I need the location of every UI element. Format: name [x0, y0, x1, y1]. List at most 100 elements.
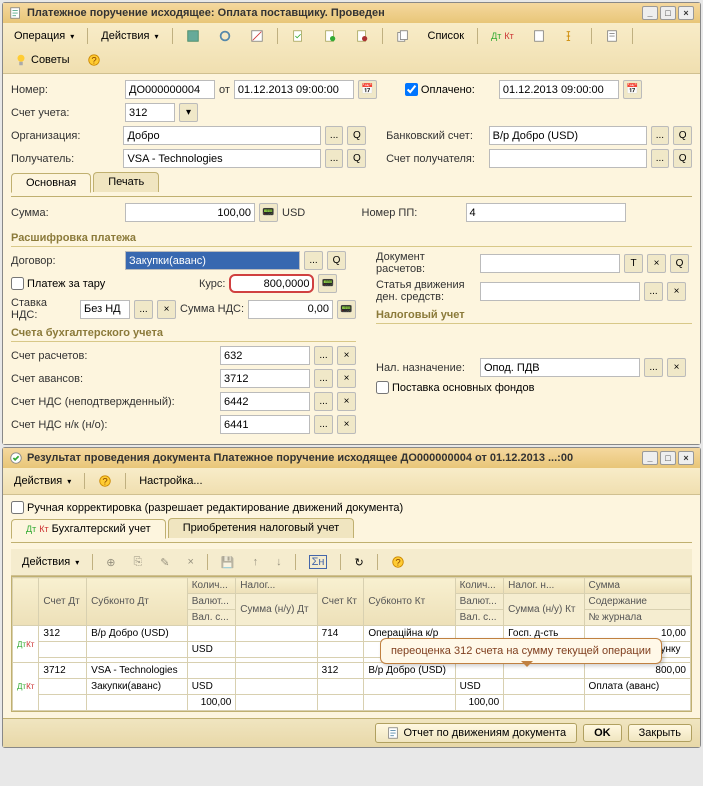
tax-purpose-clear-icon[interactable]: ×: [667, 358, 686, 377]
th-acc-dt[interactable]: Счет Дт: [39, 578, 87, 626]
rate-input[interactable]: 800,0000: [229, 274, 314, 293]
table-row[interactable]: 100,00 100,00: [13, 695, 691, 711]
th-journal[interactable]: № журнала: [584, 610, 690, 626]
help3-icon[interactable]: ?: [384, 552, 412, 572]
org-input[interactable]: Добро: [123, 126, 320, 145]
recip-sel-icon[interactable]: ...: [325, 149, 344, 168]
date1-input[interactable]: 01.12.2013 09:00:00: [234, 80, 354, 99]
copy-icon[interactable]: [389, 26, 417, 46]
help2-icon[interactable]: ?: [91, 471, 119, 491]
th-tax[interactable]: Налог...: [236, 578, 317, 594]
acc-settle-sel-icon[interactable]: ...: [314, 346, 333, 365]
th-curr2[interactable]: Валют...: [455, 594, 504, 610]
flow-sel-icon[interactable]: ...: [644, 282, 663, 301]
calendar1-icon[interactable]: 📅: [358, 80, 377, 99]
contract-input[interactable]: Закупки(аванс): [125, 251, 300, 270]
th-val-s[interactable]: Вал. с...: [187, 610, 236, 626]
doc-calc-input[interactable]: [480, 254, 620, 273]
th-subk-kt[interactable]: Субконто Кт: [364, 578, 455, 626]
up-icon[interactable]: ↑: [246, 553, 266, 571]
vat-rate-input[interactable]: Без НД: [80, 300, 130, 319]
doc2-icon[interactable]: [316, 26, 344, 46]
acc-vat-nk-input[interactable]: 6441: [220, 415, 310, 434]
th-val-s2[interactable]: Вал. с...: [455, 610, 504, 626]
maximize2-button[interactable]: □: [660, 451, 676, 465]
supply-funds-checkbox[interactable]: Поставка основных фондов: [376, 381, 534, 394]
acc-vat-nk-sel-icon[interactable]: ...: [314, 415, 333, 434]
report-button[interactable]: Отчет по движениям документа: [375, 723, 578, 743]
th-sum-nu-dt[interactable]: Сумма (н/у) Дт: [236, 594, 317, 626]
add-icon[interactable]: ⊕: [99, 553, 122, 572]
tab-main[interactable]: Основная: [11, 173, 91, 193]
contract-sel-icon[interactable]: ...: [304, 251, 323, 270]
bankacc-input[interactable]: В/р Добро (USD): [489, 126, 647, 145]
paid-checkbox[interactable]: Оплачено:: [405, 83, 475, 96]
table-row[interactable]: Закупки(аванс) USD USD Оплата (аванс): [13, 679, 691, 695]
vat-rate-sel-icon[interactable]: ...: [134, 300, 153, 319]
tab-tax-acq[interactable]: Приобретения налоговый учет: [168, 518, 354, 538]
dtkt-icon[interactable]: ДтКт: [484, 28, 521, 44]
number-input[interactable]: ДО000000004: [125, 80, 215, 99]
tab-accounting[interactable]: ДтКт Бухгалтерский учет: [11, 519, 166, 539]
ok-button[interactable]: OK: [583, 724, 622, 742]
th-subk-dt[interactable]: Субконто Дт: [87, 578, 188, 626]
vat-sum-calc-icon[interactable]: 📟: [337, 300, 356, 319]
pay-tare-checkbox[interactable]: Платеж за тару: [11, 277, 121, 290]
down-icon[interactable]: ↓: [269, 553, 289, 571]
edit-icon[interactable]: ✎: [153, 553, 176, 572]
org-sel-icon[interactable]: ...: [325, 126, 344, 145]
acc-vat-unconf-clear-icon[interactable]: ×: [337, 392, 356, 411]
doc-calc-clear-icon[interactable]: ×: [647, 254, 666, 273]
doc-calc-open-icon[interactable]: Q: [670, 254, 689, 273]
acc-vat-unconf-input[interactable]: 6442: [220, 392, 310, 411]
minimize2-button[interactable]: _: [642, 451, 658, 465]
tab-print[interactable]: Печать: [93, 172, 159, 192]
org-open-icon[interactable]: Q: [347, 126, 366, 145]
recipacc-sel-icon[interactable]: ...: [651, 149, 670, 168]
bankacc-open-icon[interactable]: Q: [673, 126, 692, 145]
maximize-button[interactable]: □: [660, 6, 676, 20]
date2-input[interactable]: 01.12.2013 09:00:00: [499, 80, 619, 99]
vat-rate-clear-icon[interactable]: ×: [157, 300, 176, 319]
report-icon[interactable]: [525, 26, 553, 46]
manual-corr-checkbox[interactable]: Ручная корректировка (разрешает редактир…: [11, 501, 403, 514]
tax-purpose-sel-icon[interactable]: ...: [644, 358, 663, 377]
actions-menu[interactable]: Действия: [94, 27, 165, 45]
tips-button[interactable]: Советы: [7, 50, 76, 70]
th-content[interactable]: Содержание: [584, 594, 690, 610]
close2-button[interactable]: ×: [678, 451, 694, 465]
save-icon[interactable]: 💾: [214, 553, 242, 572]
recipacc-open-icon[interactable]: Q: [673, 149, 692, 168]
rate-calc-icon[interactable]: 📟: [318, 274, 337, 293]
contract-open-icon[interactable]: Q: [327, 251, 346, 270]
list-button[interactable]: Список: [421, 27, 472, 45]
pp-input[interactable]: 4: [466, 203, 626, 222]
calendar2-icon[interactable]: 📅: [623, 80, 642, 99]
acc-vat-unconf-sel-icon[interactable]: ...: [314, 392, 333, 411]
minimize-button[interactable]: _: [642, 6, 658, 20]
flow-clear-icon[interactable]: ×: [667, 282, 686, 301]
th-qty[interactable]: Колич...: [187, 578, 236, 594]
th-sum[interactable]: Сумма: [584, 578, 690, 594]
recipacc-input[interactable]: [489, 149, 647, 168]
th-tax2[interactable]: Налог. н...: [504, 578, 584, 594]
sum-icon[interactable]: Σн: [302, 552, 335, 572]
vat-sum-input[interactable]: 0,00: [248, 300, 333, 319]
doc-calc-t-icon[interactable]: T: [624, 254, 643, 273]
th-acc-kt[interactable]: Счет Кт: [317, 578, 364, 626]
acc-advance-clear-icon[interactable]: ×: [337, 369, 356, 388]
copy2-icon[interactable]: ⎘: [126, 553, 149, 572]
refresh-icon[interactable]: [211, 26, 239, 46]
delete-icon[interactable]: ×: [180, 553, 200, 571]
refresh2-icon[interactable]: ↻: [347, 553, 370, 572]
recip-open-icon[interactable]: Q: [347, 149, 366, 168]
recipient-input[interactable]: VSA - Technologies: [123, 149, 320, 168]
close-button2[interactable]: Закрыть: [628, 724, 692, 742]
calc-icon[interactable]: 📟: [259, 203, 278, 222]
acc-settle-input[interactable]: 632: [220, 346, 310, 365]
operation-menu[interactable]: Операция: [7, 27, 81, 45]
th-curr[interactable]: Валют...: [187, 594, 236, 610]
acc-advance-input[interactable]: 3712: [220, 369, 310, 388]
doc3-icon[interactable]: [348, 26, 376, 46]
table-actions-menu[interactable]: Действия: [15, 553, 86, 571]
